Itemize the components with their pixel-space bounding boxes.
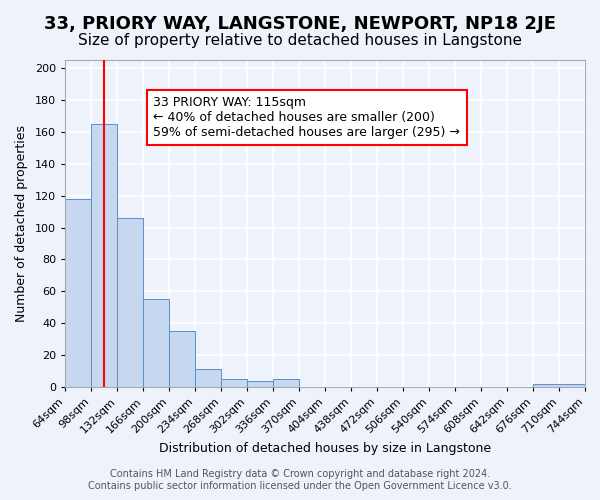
Text: 33, PRIORY WAY, LANGSTONE, NEWPORT, NP18 2JE: 33, PRIORY WAY, LANGSTONE, NEWPORT, NP18… bbox=[44, 15, 556, 33]
Bar bbox=[169, 331, 195, 387]
Text: 33 PRIORY WAY: 115sqm
← 40% of detached houses are smaller (200)
59% of semi-det: 33 PRIORY WAY: 115sqm ← 40% of detached … bbox=[154, 96, 460, 139]
Bar bbox=[273, 379, 299, 387]
Text: Size of property relative to detached houses in Langstone: Size of property relative to detached ho… bbox=[78, 32, 522, 48]
Bar bbox=[117, 218, 143, 387]
X-axis label: Distribution of detached houses by size in Langstone: Distribution of detached houses by size … bbox=[159, 442, 491, 455]
Bar bbox=[247, 380, 273, 387]
Bar bbox=[91, 124, 117, 387]
Text: Contains HM Land Registry data © Crown copyright and database right 2024.
Contai: Contains HM Land Registry data © Crown c… bbox=[88, 470, 512, 491]
Bar bbox=[533, 384, 585, 387]
Bar bbox=[65, 199, 91, 387]
Bar bbox=[195, 370, 221, 387]
Bar bbox=[143, 300, 169, 387]
Y-axis label: Number of detached properties: Number of detached properties bbox=[15, 125, 28, 322]
Bar bbox=[221, 379, 247, 387]
